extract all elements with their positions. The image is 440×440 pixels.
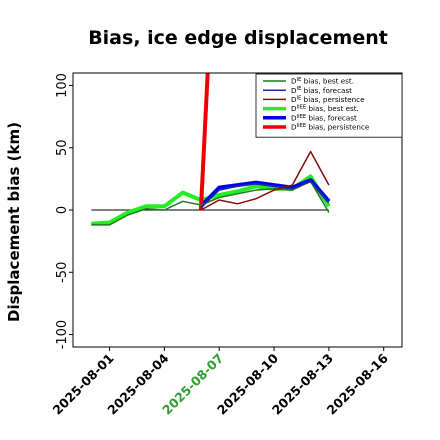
legend-entry: DIE bias, best est. (291, 77, 354, 86)
series-line-6 (198, 73, 210, 211)
legend: DIE bias, best est.DIE bias, forecastDIE… (255, 73, 403, 138)
x-axis: 2025-08-012025-08-042025-08-072025-08-10… (50, 347, 391, 418)
y-tick-label: -50 (55, 262, 70, 283)
y-axis-label: Displacement bias (km) (5, 122, 23, 322)
y-tick-label: 0 (55, 206, 70, 214)
y-axis: -100 -50 0 50 100 (55, 73, 73, 349)
chart-title: Bias, ice edge displacement (88, 27, 388, 49)
series-line-3 (200, 150, 330, 211)
y-tick-label: 100 (55, 73, 70, 98)
y-tick-label: -100 (55, 320, 70, 350)
series-line-2 (200, 180, 330, 209)
series-line-1 (91, 180, 330, 226)
legend-entry: DIE bias, forecast (291, 86, 352, 95)
legend-entry: DIE bias, persistence (291, 95, 365, 104)
series-line-5 (199, 178, 331, 208)
y-tick-label: 50 (55, 139, 70, 156)
legend-entry: DIIEE bias, best est. (291, 104, 359, 113)
legend-entry: DIIEE bias, forecast (291, 113, 357, 122)
legend-entry: DIIEE bias, persistence (291, 123, 370, 132)
plot-area (91, 73, 331, 226)
